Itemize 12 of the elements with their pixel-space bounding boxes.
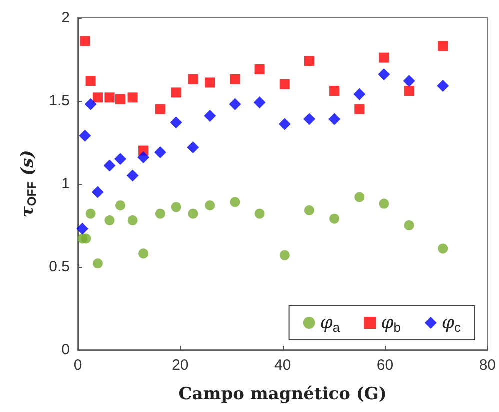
y-tick-label: 1: [62, 176, 70, 192]
y-tick-label: 0.5: [49, 258, 70, 276]
x-tick-label: 40: [274, 357, 292, 374]
x-axis-title: Campo magnético (G): [178, 384, 387, 404]
x-tick-label: 20: [172, 357, 189, 374]
x-tick-label: 60: [376, 357, 394, 374]
y-axis-title: τOFF (s): [18, 150, 39, 218]
x-tick-label: 80: [479, 357, 496, 374]
y-tick-label: 1.5: [49, 92, 70, 110]
y-tick-label: 2: [62, 10, 70, 26]
x-tick-label: 0: [74, 357, 82, 374]
y-tick-label: 0: [62, 342, 70, 358]
